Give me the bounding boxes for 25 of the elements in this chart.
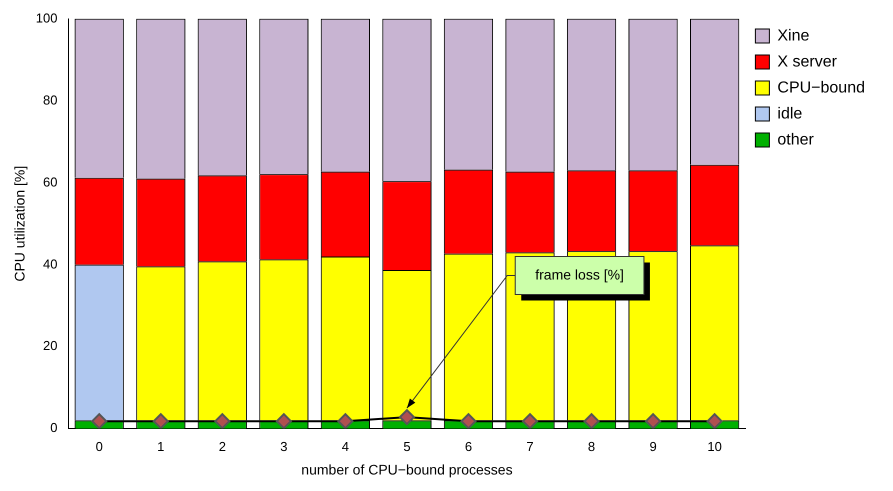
- annotation: frame loss [%]: [535, 266, 624, 282]
- x-tick-label: 6: [464, 438, 472, 454]
- y-tick-label: 20: [43, 338, 58, 354]
- x-tick-label: 0: [96, 438, 103, 454]
- x-axis-title: number of CPU−bound processes: [301, 461, 513, 478]
- x-tick-label: 3: [280, 438, 288, 454]
- text: Xine: [777, 27, 810, 44]
- y-axis-title: CPU utilization [%]: [11, 166, 28, 282]
- y-tick-label: 100: [36, 10, 58, 26]
- x-tick-label: 8: [588, 438, 596, 454]
- x-tick-label: 1: [157, 438, 164, 454]
- x-tick-label: 5: [403, 438, 411, 454]
- legend-label: CPU−bound: [777, 79, 866, 96]
- y-tick-label: 0: [50, 420, 58, 436]
- x-tick-label: 7: [526, 438, 534, 454]
- y-tick-label: 40: [43, 256, 58, 272]
- y-tick-label: 60: [43, 174, 58, 190]
- legend-label: X server: [777, 53, 838, 70]
- y-tick-label: 80: [43, 92, 58, 108]
- x-tick-label: 10: [707, 438, 722, 454]
- x-tick-label: 4: [342, 438, 350, 454]
- x-tick-label: 2: [218, 438, 226, 454]
- x-tick-label: 9: [649, 438, 657, 454]
- legend-label: idle: [777, 105, 802, 122]
- legend-label: other: [777, 131, 815, 148]
